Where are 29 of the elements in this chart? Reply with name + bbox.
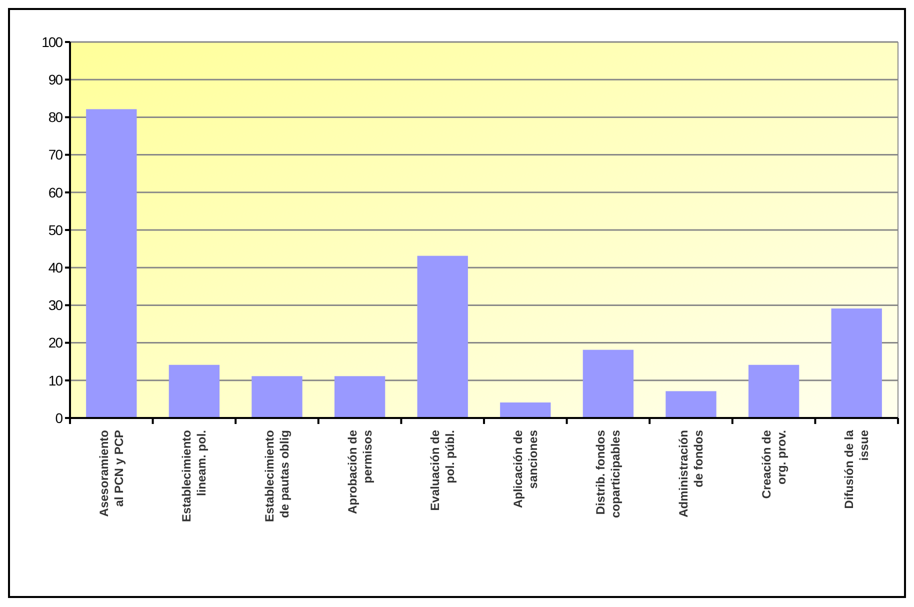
x-tick-label: Difusión de la issue — [842, 430, 872, 509]
bar — [334, 376, 386, 418]
y-tick-label: 50 — [48, 222, 64, 238]
x-tick-label: Establecimiento lineam. pol. — [180, 430, 209, 522]
y-tick-label: 90 — [48, 72, 64, 88]
y-tick-label: 100 — [42, 34, 64, 50]
y-tick-label: 30 — [48, 297, 64, 314]
x-tick-label: Aprobación de permisos — [345, 430, 374, 514]
y-tick-label: 40 — [48, 260, 64, 276]
x-tick-label: Administración de fondos — [676, 430, 706, 518]
y-tick-label: 60 — [48, 184, 64, 200]
x-tick-label: Creación de org. prov. — [759, 430, 788, 499]
x-tick-label: Asesoramiento al PCN y PCP — [96, 430, 126, 517]
bar — [168, 364, 220, 418]
x-tick-label: Evaluación de pol. públ. — [428, 430, 458, 511]
y-tick-label: 0 — [55, 410, 64, 426]
bar — [500, 402, 551, 418]
y-tick-label: 80 — [48, 109, 64, 126]
bar — [831, 308, 882, 418]
bar — [86, 109, 137, 418]
bar — [252, 376, 302, 418]
y-tick-label: 10 — [48, 372, 64, 388]
bar — [582, 350, 634, 418]
y-tick-label: 70 — [48, 146, 64, 163]
bar — [748, 364, 800, 418]
bar — [417, 256, 468, 418]
x-tick-label: Aplicación de sanciones — [510, 430, 540, 508]
y-tick-label: 20 — [48, 334, 64, 351]
bar — [666, 391, 716, 418]
